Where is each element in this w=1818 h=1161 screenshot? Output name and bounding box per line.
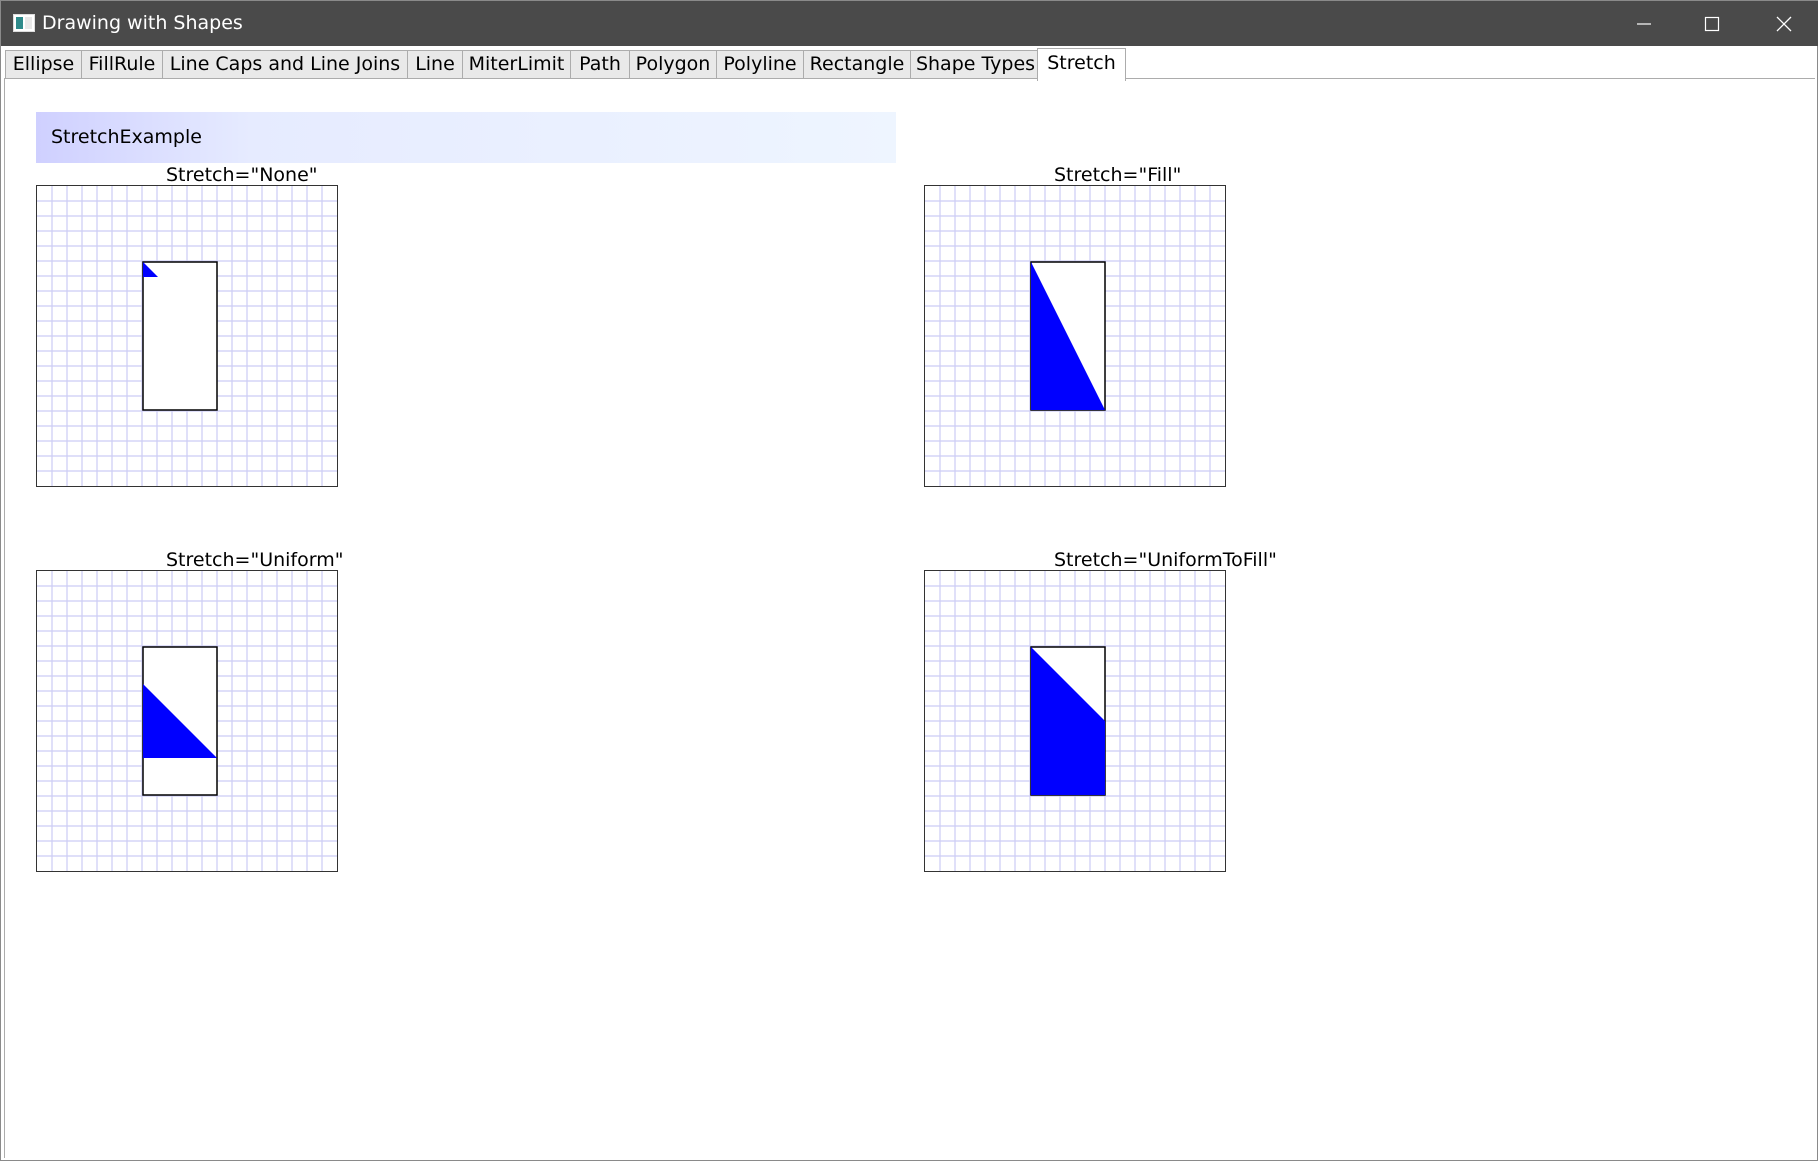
grid-background [925,186,1225,486]
maximize-button[interactable] [1677,1,1747,46]
app-icon [13,14,35,32]
window-title: Drawing with Shapes [42,12,243,34]
example-header: StretchExample [36,112,896,163]
tab-path[interactable]: Path [570,50,630,79]
tab-polyline[interactable]: Polyline [716,50,804,79]
stretched-triangle [143,684,217,758]
tab-content [4,78,1815,1158]
panel-stretch-uniformtofill [924,570,1226,872]
minimize-button[interactable] [1609,1,1679,46]
stretched-triangle [1031,262,1105,410]
tab-rectangle[interactable]: Rectangle [803,50,911,79]
tab-polygon[interactable]: Polygon [629,50,717,79]
shape-bounds [142,261,218,411]
maximize-icon [1704,16,1720,32]
label-stretch-uniform: Stretch="Uniform" [166,549,344,571]
label-stretch-none: Stretch="None" [166,164,318,186]
label-stretch-fill: Stretch="Fill" [1054,164,1182,186]
tab-shape-types[interactable]: Shape Types [910,50,1041,79]
stretched-triangle [1031,647,1105,795]
panel-stretch-uniform [36,570,338,872]
tab-ellipse[interactable]: Ellipse [5,50,82,79]
stretched-triangle [143,262,158,277]
tab-line[interactable]: Line [407,50,463,79]
tab-line-caps-and-line-joins[interactable]: Line Caps and Line Joins [162,50,408,79]
minimize-icon [1637,23,1651,25]
tab-miterlimit[interactable]: MiterLimit [462,50,571,79]
panel-stretch-fill [924,185,1226,487]
close-button[interactable] [1749,1,1818,46]
close-icon [1776,16,1792,32]
tab-stretch[interactable]: Stretch [1037,48,1126,81]
label-stretch-uniformtofill: Stretch="UniformToFill" [1054,549,1277,571]
example-header-text: StretchExample [51,126,202,148]
tab-fillrule[interactable]: FillRule [81,50,163,79]
panel-stretch-none [36,185,338,487]
title-bar[interactable]: Drawing with Shapes [1,1,1818,46]
